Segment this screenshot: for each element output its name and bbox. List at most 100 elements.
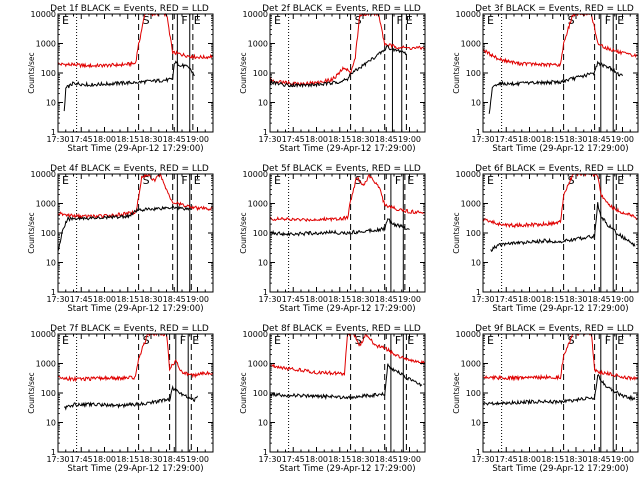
y-tick-label: 1000 [36, 200, 56, 209]
x-tick-label: 18:00 [93, 295, 116, 304]
x-tick-label: 17:30 [471, 455, 494, 464]
x-tick-label: 18:30 [351, 455, 374, 464]
y-tick-label: 1000 [461, 200, 481, 209]
y-axis-title: Counts/sec [452, 212, 461, 253]
y-axis-title: Counts/sec [27, 52, 36, 93]
phase-letter-e: E [406, 14, 413, 27]
y-axis-title: Counts/sec [239, 52, 248, 93]
x-axis-title: Start Time (29-Apr-12 17:29:00) [279, 144, 415, 154]
x-tick-label: 18:45 [163, 295, 186, 304]
x-axis: 17:30 17:45 18:00 18:15 18:30 18:45 19:00 [258, 14, 426, 144]
y-tick-label: 1 [51, 448, 56, 457]
x-axis-title: Start Time (29-Apr-12 17:29:00) [279, 304, 415, 314]
y-tick-label: 10000 [243, 10, 268, 19]
phase-letter-e: E [617, 334, 624, 347]
x-axis: 17:30 17:45 18:00 18:15 18:30 18:45 19:00 [471, 14, 639, 144]
x-tick-label: 18:00 [93, 455, 116, 464]
y-tick-label: 1 [51, 288, 56, 297]
series-line-lld [57, 333, 214, 383]
x-tick-label: 19:00 [398, 455, 421, 464]
phase-letter-e: E [407, 334, 414, 347]
x-tick-label: 19:00 [186, 135, 209, 144]
x-tick-label: 19:00 [398, 135, 421, 144]
x-tick-label: 17:45 [282, 455, 305, 464]
x-tick-label: 18:45 [163, 455, 186, 464]
phase-letter-e: E [487, 334, 494, 347]
series-line-events [490, 202, 636, 252]
x-tick-label: 19:00 [611, 135, 634, 144]
panel-title: Det 1f BLACK = Events, RED = LLD [50, 4, 209, 14]
y-tick-label: 10 [46, 99, 56, 108]
phase-letter-e: E [274, 174, 281, 187]
x-tick-label: 17:45 [495, 135, 518, 144]
x-axis-title: Start Time (29-Apr-12 17:29:00) [492, 144, 628, 154]
phase-letter-f: F [396, 14, 402, 27]
x-axis: 17:30 17:45 18:00 18:15 18:30 18:45 19:00 [46, 334, 214, 464]
y-axis: 1 10 100 1000 10000 [31, 170, 213, 297]
phase-letter-e: E [617, 14, 624, 27]
x-tick-label: 17:45 [70, 135, 93, 144]
y-axis-title: Counts/sec [452, 52, 461, 93]
series-line-events [57, 204, 192, 252]
y-tick-label: 10000 [243, 330, 268, 339]
plot-frame [482, 173, 639, 293]
y-axis-title: Counts/sec [452, 372, 461, 413]
phase-letter-e: E [194, 14, 201, 27]
x-tick-label: 18:00 [305, 295, 328, 304]
series-line-lld [269, 12, 426, 86]
y-axis-title: Counts/sec [239, 212, 248, 253]
phase-letter-e: E [274, 14, 281, 27]
plot-frame [57, 333, 214, 453]
x-tick-label: 18:15 [541, 295, 564, 304]
x-tick-label: 18:00 [518, 135, 541, 144]
series-line-events [269, 44, 407, 89]
series-line-lld [269, 333, 426, 377]
y-tick-label: 100 [253, 229, 268, 238]
x-tick-label: 17:45 [282, 295, 305, 304]
series-line-lld [482, 173, 639, 229]
series-line-events [269, 363, 423, 401]
x-tick-label: 18:45 [588, 295, 611, 304]
series-line-lld [269, 173, 426, 223]
x-axis-title: Start Time (29-Apr-12 17:29:00) [67, 464, 203, 474]
x-axis-title: Start Time (29-Apr-12 17:29:00) [67, 304, 203, 314]
x-tick-label: 19:00 [186, 295, 209, 304]
phase-letter-e: E [62, 334, 69, 347]
y-axis: 1 10 100 1000 10000 [456, 10, 638, 137]
x-tick-label: 18:45 [375, 455, 398, 464]
panel-title: Det 4f BLACK = Events, RED = LLD [50, 164, 209, 174]
x-tick-label: 17:30 [46, 135, 69, 144]
panel-title: Det 9f BLACK = Events, RED = LLD [475, 324, 634, 334]
phase-letter-e: E [62, 14, 69, 27]
x-tick-label: 18:15 [328, 455, 351, 464]
y-axis: 1 10 100 1000 10000 [456, 170, 638, 297]
y-axis: 1 10 100 1000 10000 [243, 170, 425, 297]
phase-letter-f: F [395, 334, 401, 347]
x-tick-label: 17:45 [495, 295, 518, 304]
phase-letter-e: E [274, 334, 281, 347]
x-axis-title: Start Time (29-Apr-12 17:29:00) [492, 304, 628, 314]
phase-letter-e: E [407, 174, 414, 187]
phase-letter-e: E [192, 334, 199, 347]
x-tick-label: 18:15 [328, 135, 351, 144]
x-tick-label: 18:00 [518, 295, 541, 304]
y-tick-label: 100 [253, 69, 268, 78]
x-tick-label: 18:30 [139, 455, 162, 464]
y-tick-label: 1000 [36, 360, 56, 369]
y-tick-label: 10 [471, 259, 481, 268]
x-tick-label: 18:00 [305, 135, 328, 144]
x-tick-label: 17:45 [282, 135, 305, 144]
y-tick-label: 100 [466, 69, 481, 78]
y-tick-label: 1000 [248, 200, 268, 209]
y-tick-label: 1 [263, 448, 268, 457]
x-tick-label: 18:30 [351, 135, 374, 144]
x-tick-label: 19:00 [611, 455, 634, 464]
x-tick-label: 18:15 [116, 295, 139, 304]
x-axis: 17:30 17:45 18:00 18:15 18:30 18:45 19:00 [471, 174, 639, 304]
panel-title: Det 3f BLACK = Events, RED = LLD [475, 4, 634, 14]
series-line-lld [482, 333, 639, 382]
y-tick-label: 1000 [461, 360, 481, 369]
y-tick-label: 100 [41, 389, 56, 398]
x-axis: 17:30 17:45 18:00 18:15 18:30 18:45 19:00 [258, 334, 426, 464]
